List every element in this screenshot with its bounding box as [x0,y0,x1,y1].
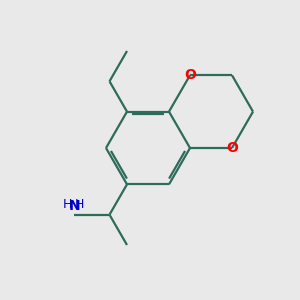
Text: N: N [69,199,80,213]
Text: O: O [184,68,196,82]
Text: H: H [75,198,84,211]
Text: O: O [226,141,238,155]
Text: H: H [63,198,72,211]
